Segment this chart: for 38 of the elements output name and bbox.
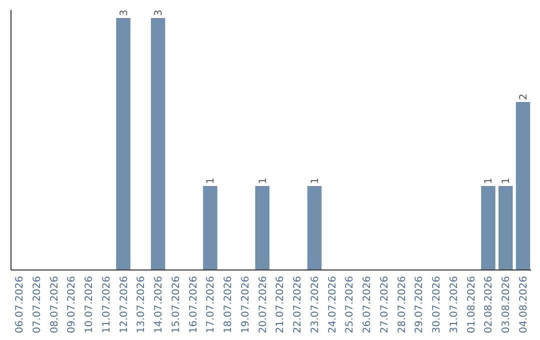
x-tick-label: 27.07.2026 bbox=[379, 276, 390, 334]
x-tick-label: 10.07.2026 bbox=[84, 276, 96, 334]
x-tick-label: 09.07.2026 bbox=[66, 276, 78, 334]
x-tick-label: 06.07.2026 bbox=[14, 276, 26, 334]
data-label: 3 bbox=[154, 10, 165, 16]
x-tick-label: 12.07.2026 bbox=[118, 276, 130, 334]
x-tick-label: 01.08.2026 bbox=[466, 276, 478, 334]
data-label: 1 bbox=[484, 178, 495, 184]
data-label: 1 bbox=[206, 178, 217, 184]
data-label: 1 bbox=[310, 178, 321, 184]
x-tick-label: 04.08.2026 bbox=[518, 276, 530, 334]
x-tick-label: 13.07.2026 bbox=[136, 276, 148, 334]
x-tick-label: 21.07.2026 bbox=[275, 276, 286, 334]
x-tick-label: 16.07.2026 bbox=[188, 276, 200, 334]
data-label: 3 bbox=[118, 10, 130, 16]
x-tick-label: 14.07.2026 bbox=[154, 276, 165, 334]
data-label: 2 bbox=[518, 94, 530, 100]
x-tick-label: 15.07.2026 bbox=[170, 276, 182, 334]
x-tick-label: 26.07.2026 bbox=[362, 276, 374, 334]
x-tick-label: 28.07.2026 bbox=[396, 276, 408, 334]
x-tick-label: 17.07.2026 bbox=[206, 276, 217, 334]
x-tick-label: 11.07.2026 bbox=[101, 276, 112, 334]
x-tick-label: 03.08.2026 bbox=[501, 276, 512, 334]
x-tick-label: 02.08.2026 bbox=[484, 276, 495, 334]
x-tick-label: 30.07.2026 bbox=[432, 276, 443, 334]
x-tick-label: 19.07.2026 bbox=[240, 276, 252, 334]
x-tick-label: 24.07.2026 bbox=[327, 276, 338, 334]
data-label: 1 bbox=[258, 178, 269, 184]
x-tick-label: 31.07.2026 bbox=[448, 276, 460, 334]
x-tick-label: 18.07.2026 bbox=[223, 276, 234, 334]
x-tick-label: 22.07.2026 bbox=[292, 276, 304, 334]
x-tick-label: 07.07.2026 bbox=[32, 276, 43, 334]
x-tick-label: 25.07.2026 bbox=[344, 276, 356, 334]
data-label: 1 bbox=[501, 178, 512, 184]
x-tick-label: 20.07.2026 bbox=[258, 276, 269, 334]
x-tick-label: 29.07.2026 bbox=[414, 276, 426, 334]
x-tick-label: 08.07.2026 bbox=[49, 276, 60, 334]
x-tick-label: 23.07.2026 bbox=[310, 276, 321, 334]
